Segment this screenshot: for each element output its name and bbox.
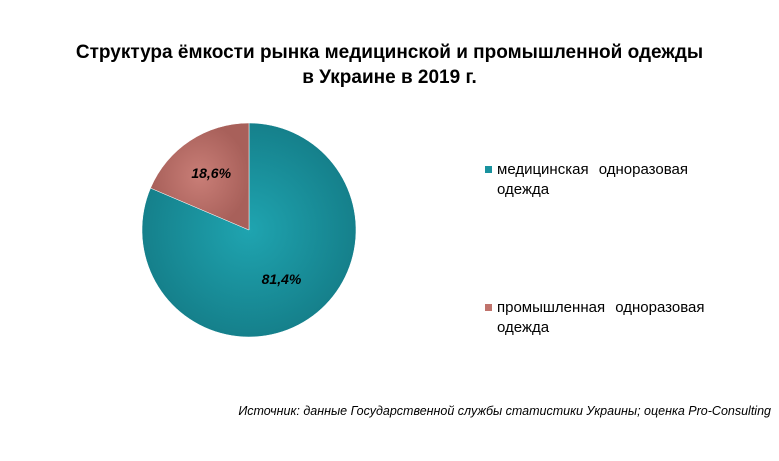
chart-title-line-2: в Украине в 2019 г. <box>302 67 477 88</box>
legend-swatch-medical <box>485 166 492 173</box>
pie-slice-medical <box>141 122 357 338</box>
chart-title-line-1: Структура ёмкости рынка медицинской и пр… <box>75 42 704 63</box>
source-note: Источник: данные Государственной службы … <box>238 404 771 418</box>
slice-label-industrial: 18,6% <box>191 165 231 181</box>
slice-label-medical: 81,4% <box>262 271 302 287</box>
legend-swatch-industrial <box>485 304 492 311</box>
legend-label-industrial: промышленная одноразовая одежда <box>497 299 705 336</box>
legend-label-medical: медицинская одноразовая одежда <box>497 161 688 198</box>
chart-title: Структура ёмкости рынка медицинской и пр… <box>0 40 779 90</box>
pie-slice-industrial <box>150 122 250 231</box>
